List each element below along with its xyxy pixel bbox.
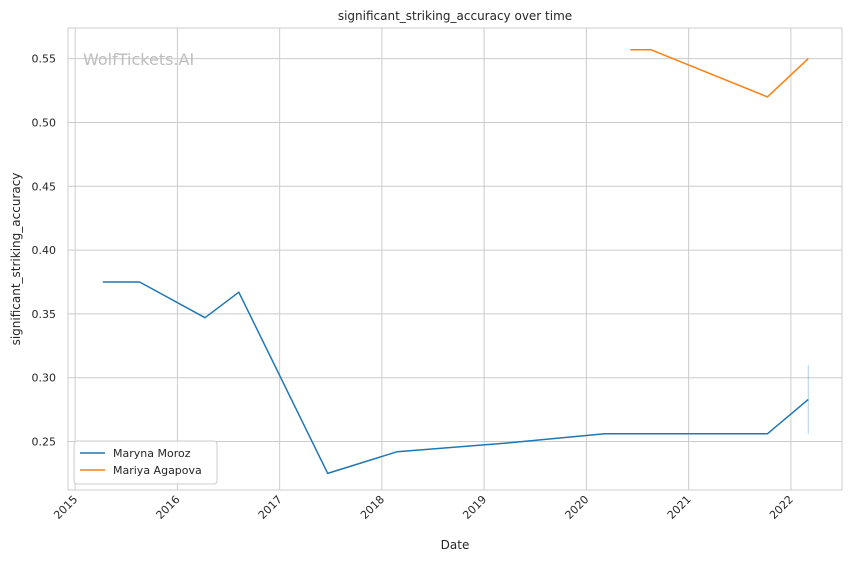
y-tick-label: 0.40 — [32, 244, 57, 257]
y-tick-label: 0.35 — [32, 308, 57, 321]
y-tick-label: 0.25 — [32, 436, 57, 449]
y-tick-label: 0.50 — [32, 116, 57, 129]
x-tick-label: 2017 — [256, 493, 285, 522]
y-tick-label: 0.55 — [32, 53, 57, 66]
legend: Maryna Moroz Mariya Agapova — [73, 440, 218, 485]
series-line-1 — [630, 48, 809, 98]
y-tick-label: 0.45 — [32, 180, 57, 193]
watermark: WolfTickets.AI — [83, 50, 194, 69]
x-tick-label: 2020 — [563, 493, 592, 522]
x-axis-label: Date — [441, 538, 470, 552]
y-axis-ticks: 0.25 0.30 0.35 0.40 0.45 0.50 0.55 — [32, 53, 57, 449]
x-axis-ticks: 2015 2016 2017 2018 2019 2020 2021 2022 — [51, 493, 796, 522]
legend-box — [73, 440, 218, 485]
series-lines — [102, 48, 809, 475]
x-tick-label: 2022 — [767, 493, 796, 522]
x-tick-label: 2019 — [460, 493, 489, 522]
x-tick-label: 2016 — [154, 493, 183, 522]
plot-area — [67, 27, 843, 491]
x-tick-label: 2015 — [51, 493, 80, 522]
x-tick-label: 2021 — [665, 493, 694, 522]
y-axis-label: significant_striking_accuracy — [9, 173, 23, 346]
legend-label: Mariya Agapova — [113, 464, 202, 477]
legend-label: Maryna Moroz — [113, 447, 191, 460]
y-tick-label: 0.30 — [32, 372, 57, 385]
series-line-0 — [102, 281, 809, 475]
x-tick-label: 2018 — [358, 493, 387, 522]
chart-title: significant_striking_accuracy over time — [338, 9, 572, 23]
